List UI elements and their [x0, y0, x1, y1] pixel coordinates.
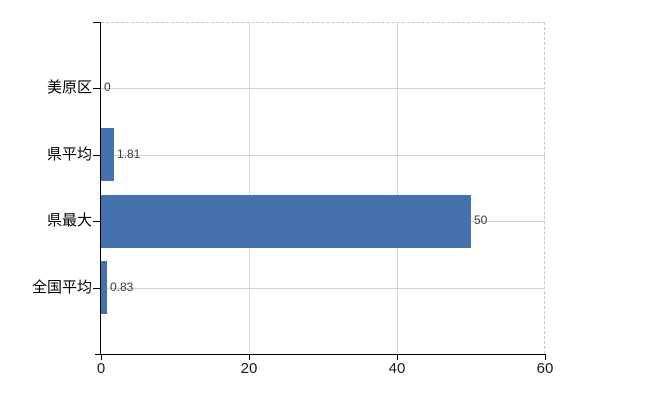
category-label: 全国平均 — [31, 279, 92, 296]
value-label: 0.83 — [110, 280, 134, 294]
value-label: 0 — [104, 80, 111, 94]
v-gridline — [249, 22, 250, 354]
h-gridline — [101, 155, 545, 156]
value-label: 1.81 — [117, 147, 141, 161]
x-axis-tick — [101, 354, 102, 360]
h-gridline — [101, 288, 545, 289]
value-label: 50 — [474, 213, 488, 227]
x-tick-label: 0 — [96, 360, 106, 377]
x-axis-tick — [545, 354, 546, 360]
plot-area — [101, 22, 545, 354]
y-axis-category-tick — [93, 221, 100, 222]
y-axis-category-tick — [93, 288, 100, 289]
bar — [101, 261, 107, 314]
category-label: 県最大 — [46, 212, 92, 229]
y-axis-category-tick — [93, 88, 100, 89]
x-axis-tick — [397, 354, 398, 360]
v-gridline — [397, 22, 398, 354]
y-axis-category-tick — [93, 155, 100, 156]
x-tick-label: 60 — [536, 360, 554, 377]
bar — [101, 195, 471, 248]
category-label: 美原区 — [46, 79, 92, 96]
x-tick-label: 40 — [388, 360, 406, 377]
y-axis — [100, 22, 101, 354]
category-label: 県平均 — [46, 146, 92, 163]
y-axis-top-tick — [93, 22, 100, 23]
x-axis — [95, 354, 546, 355]
bar — [101, 128, 114, 181]
h-gridline — [101, 88, 545, 89]
x-tick-label: 20 — [240, 360, 258, 377]
x-axis-tick — [249, 354, 250, 360]
